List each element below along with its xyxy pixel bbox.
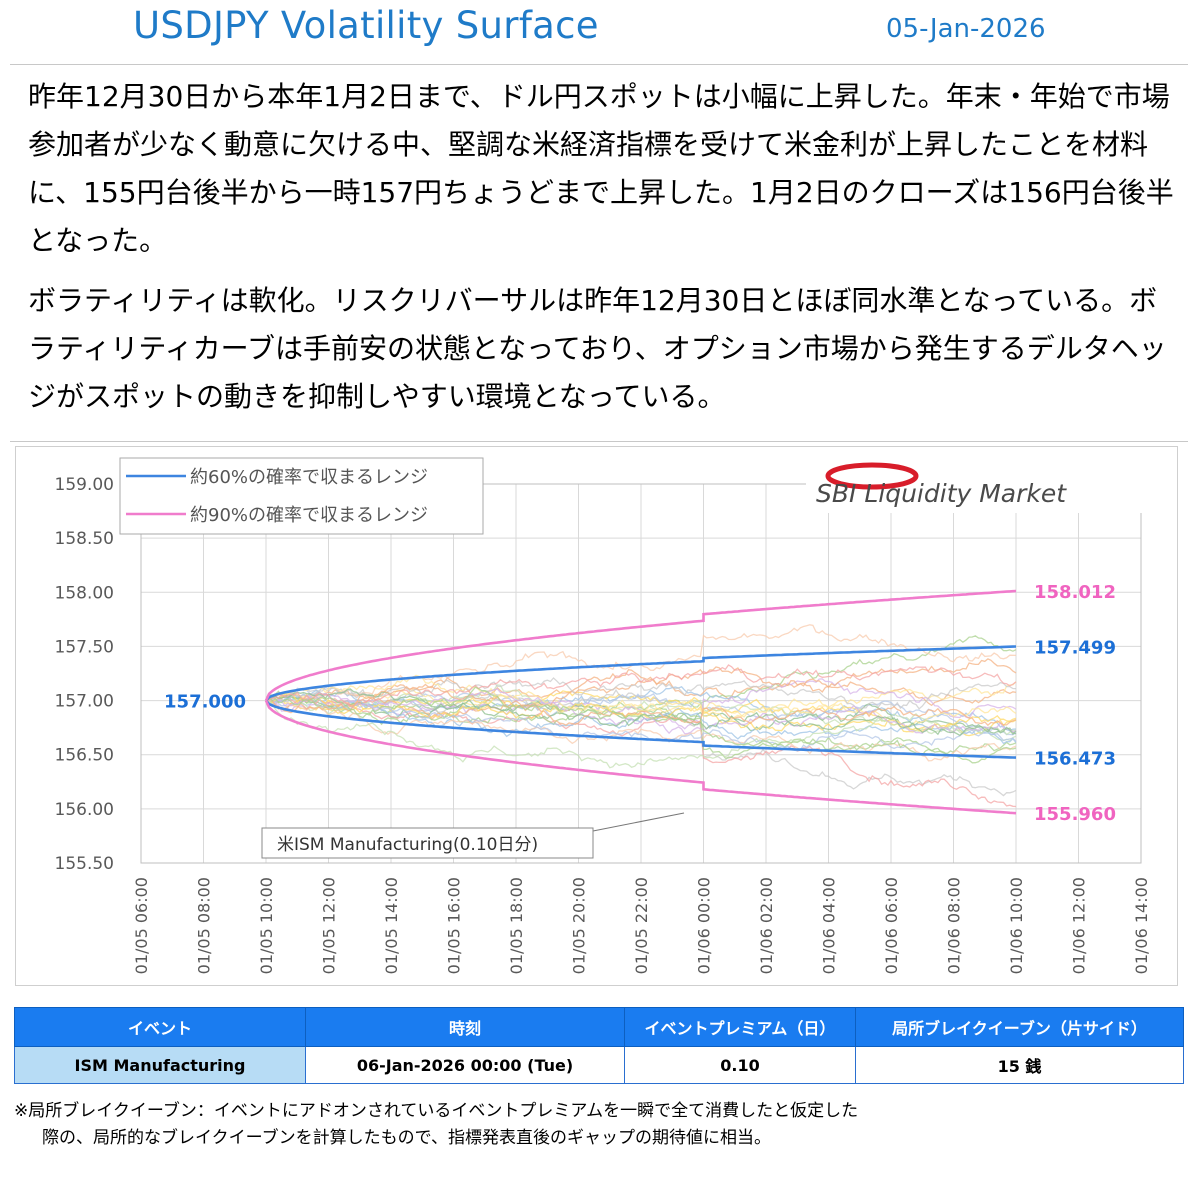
band-90-upper — [264, 589, 1017, 702]
legend-label-90: 約90%の確率で収まるレンジ — [190, 505, 428, 526]
report-date: 05-Jan-2026 — [886, 14, 1046, 44]
axes: 159.00 158.50 158.00 157.50 157.00 156.50 156.… — [55, 475, 1151, 974]
x-tick-label: 01/05 22:00 — [632, 877, 651, 974]
simulated-path — [265, 695, 1017, 808]
event-table: イベント 時刻 イベントプレミアム（日） 局所ブレイクイーブン（片サイド） IS… — [14, 1007, 1184, 1084]
y-tick-label: 158.00 — [55, 583, 114, 603]
x-tick-label: 01/06 14:00 — [1132, 877, 1151, 974]
x-tick-label: 01/06 02:00 — [757, 877, 776, 974]
legend-label-60: 約60%の確率で収まるレンジ — [190, 467, 428, 488]
label-90-lower: 155.960 — [1034, 804, 1116, 825]
y-tick-label: 157.50 — [55, 637, 114, 657]
simulated-path — [265, 689, 1017, 736]
chart-frame: 159.00 158.50 158.00 157.50 157.00 156.50 156.… — [15, 446, 1178, 986]
x-tick-label: 01/05 08:00 — [195, 877, 214, 974]
header-breakeven: 局所ブレイクイーブン（片サイド） — [855, 1007, 1184, 1047]
simulated-path — [265, 686, 1017, 764]
plot-border — [140, 483, 1142, 864]
x-tick-label: 01/06 04:00 — [820, 877, 839, 974]
x-tick-label: 01/06 10:00 — [1007, 877, 1026, 974]
simulated-path — [265, 685, 1017, 727]
cell-breakeven: 15 銭 — [855, 1046, 1184, 1084]
grid — [140, 483, 1142, 864]
x-tick-label: 01/05 20:00 — [570, 877, 589, 974]
footnote-line-2: 際の、局所的なブレイクイーブンを計算したもので、指標発表直後のギャップの期待値に… — [42, 1128, 771, 1148]
footnote: ※局所ブレイクイーブン：イベントにアドオンされているイベントプレミアムを一瞬で全… — [14, 1098, 1184, 1152]
x-tick-label: 01/06 08:00 — [945, 877, 964, 974]
footnote-line-1: ※局所ブレイクイーブン：イベントにアドオンされているイベントプレミアムを一瞬で全… — [14, 1101, 859, 1121]
x-tick-label: 01/06 12:00 — [1070, 877, 1089, 974]
commentary-box: 昨年12月30日から本年1月2日まで、ドル円スポットは小幅に上昇した。年末・年始… — [10, 64, 1188, 442]
cell-premium: 0.10 — [624, 1046, 856, 1084]
simulated-path — [265, 700, 1017, 769]
cell-time: 06-Jan-2026 00:00 (Tue) — [305, 1046, 625, 1084]
annotation-text: 米ISM Manufacturing(0.10日分) — [277, 835, 538, 855]
simulated-path — [265, 664, 1017, 708]
cell-event: ISM Manufacturing — [14, 1046, 306, 1084]
band-60-lower — [265, 699, 1017, 759]
commentary-paragraph-1: 昨年12月30日から本年1月2日まで、ドル円スポットは小幅に上昇した。年末・年始… — [28, 80, 1174, 257]
legend: 約60%の確率で収まるレンジ 約90%の確率で収まるレンジ — [119, 457, 484, 535]
x-tick-label: 01/05 16:00 — [445, 877, 464, 974]
label-60-lower: 156.473 — [1034, 749, 1116, 770]
header-event: イベント — [14, 1007, 306, 1047]
header-time: 時刻 — [305, 1007, 625, 1047]
y-tick-label: 156.50 — [55, 746, 114, 766]
header: USDJPY Volatility Surface 05-Jan-2026 — [0, 0, 1200, 60]
y-tick-label: 155.50 — [55, 854, 114, 874]
sbi-logo: SBI Liquidity Market — [806, 458, 1147, 513]
simulated-path — [265, 677, 1017, 710]
x-tick-label: 01/05 18:00 — [507, 877, 526, 974]
y-tick-label: 158.50 — [55, 529, 114, 549]
simulated-path — [265, 688, 1017, 735]
table-header-row: イベント 時刻 イベントプレミアム（日） 局所ブレイクイーブン（片サイド） — [14, 1007, 1184, 1047]
y-tick-label: 157.00 — [55, 692, 114, 712]
simulated-path — [265, 687, 1017, 752]
spot-label: 157.000 — [164, 692, 246, 713]
x-tick-label: 01/05 06:00 — [132, 877, 151, 974]
page-title: USDJPY Volatility Surface — [133, 4, 599, 47]
value-labels: 157.499 156.473 158.012 155.960 157.000 — [164, 582, 1116, 825]
x-tick-label: 01/06 00:00 — [695, 877, 714, 974]
annotation-callout: 米ISM Manufacturing(0.10日分) — [261, 812, 685, 859]
table-row: ISM Manufacturing 06-Jan-2026 00:00 (Tue… — [14, 1046, 1184, 1084]
header-premium: イベントプレミアム（日） — [624, 1007, 856, 1047]
x-tick-label: 01/05 12:00 — [320, 877, 339, 974]
simulated-path — [265, 689, 1017, 745]
commentary-paragraph-2: ボラティリティは軟化。リスクリバーサルは昨年12月30日とほぼ同水準となっている… — [28, 284, 1167, 413]
logo-text: SBI Liquidity Market — [816, 479, 1067, 508]
y-tick-label: 159.00 — [55, 475, 114, 495]
x-tick-label: 01/05 10:00 — [257, 877, 276, 974]
range-chart: 159.00 158.50 158.00 157.50 157.00 156.50 156.… — [55, 457, 1151, 974]
x-tick-label: 01/06 06:00 — [882, 877, 901, 974]
x-tick-label: 01/05 14:00 — [382, 877, 401, 974]
label-60-upper: 157.499 — [1034, 638, 1116, 659]
label-90-upper: 158.012 — [1034, 582, 1116, 603]
range-bands — [264, 589, 1017, 815]
band-90-lower — [264, 700, 1017, 815]
band-60-upper — [265, 645, 1017, 702]
y-tick-label: 156.00 — [55, 800, 114, 820]
